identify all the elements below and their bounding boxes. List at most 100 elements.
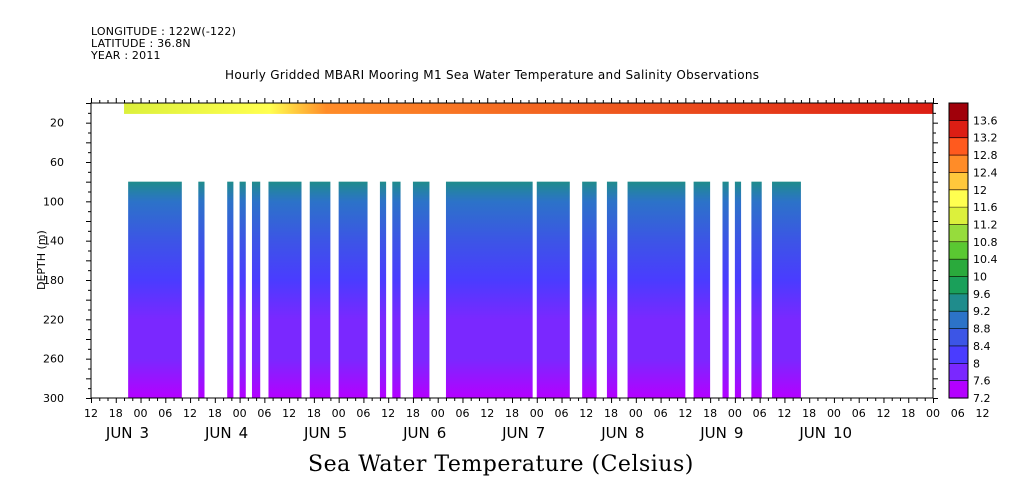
data-segment-3 <box>239 181 246 398</box>
colorbar-label: 10 <box>973 271 987 284</box>
data-segment-12 <box>536 181 570 398</box>
x-tick-label: 12 <box>480 407 494 420</box>
x-day-label: JUN <box>204 424 232 442</box>
colorbar-swatch <box>949 120 968 139</box>
data-segment-1 <box>198 181 205 398</box>
x-tick-label: 00 <box>530 407 544 420</box>
data-segment-15 <box>627 181 686 398</box>
x-day-label: JUN <box>501 424 529 442</box>
x-tick-label: 06 <box>158 407 172 420</box>
y-tick-label: 220 <box>43 313 64 326</box>
x-tick-label: 00 <box>233 407 247 420</box>
x-tick-label: 18 <box>208 407 222 420</box>
data-segment-4 <box>251 181 261 398</box>
colorbar-label: 9.2 <box>973 305 991 318</box>
colorbar-label: 11.2 <box>973 218 998 231</box>
y-axis-label: DEPTH (m) <box>35 230 48 290</box>
colorbar-swatch <box>949 137 968 156</box>
colorbar-swatch <box>949 241 968 260</box>
colorbar-swatch <box>949 189 968 208</box>
data-segment-8 <box>379 181 387 398</box>
x-tick-label: 06 <box>654 407 668 420</box>
colorbar-label: 8.8 <box>973 323 991 336</box>
colorbar-label: 10.4 <box>973 253 998 266</box>
x-day-label: JUN <box>105 424 133 442</box>
data-segment-5 <box>268 181 302 398</box>
colorbar-swatch <box>949 363 968 382</box>
colorbar-label: 12.8 <box>973 149 998 162</box>
data-segment-11 <box>445 181 533 398</box>
x-tick-label: 18 <box>406 407 420 420</box>
data-segment-6 <box>309 181 331 398</box>
x-tick-label: 06 <box>753 407 767 420</box>
x-day-label: JUN <box>798 424 826 442</box>
x-day-number: 10 <box>833 424 852 442</box>
x-tick-label: 06 <box>356 407 370 420</box>
colorbar-swatch <box>949 293 968 312</box>
x-tick-label: 00 <box>926 407 940 420</box>
data-segment-13 <box>582 181 597 398</box>
data-segment-9 <box>392 181 401 398</box>
x-day-number: 9 <box>734 424 744 442</box>
x-tick-label: 18 <box>802 407 816 420</box>
data-segment-20 <box>772 181 801 398</box>
data-segment-16 <box>693 181 711 398</box>
colorbar-swatch <box>949 207 968 226</box>
colorbar-swatch <box>949 103 968 121</box>
x-tick-label: 00 <box>431 407 445 420</box>
y-tick-label: 60 <box>50 156 64 169</box>
plot-area <box>124 103 934 398</box>
latitude-label: LATITUDE : 36.8N <box>91 37 191 50</box>
x-tick-label: 06 <box>555 407 569 420</box>
data-segment-7 <box>338 181 368 398</box>
x-day-number: 5 <box>338 424 348 442</box>
y-tick-label: 140 <box>43 235 64 248</box>
x-tick-label: 06 <box>951 407 965 420</box>
x-tick-label: 12 <box>381 407 395 420</box>
colorbar-label: 7.6 <box>973 375 991 388</box>
x-tick-label: 06 <box>455 407 469 420</box>
x-tick-label: 00 <box>728 407 742 420</box>
x-day-label: JUN <box>303 424 331 442</box>
data-segment-18 <box>734 181 742 398</box>
x-tick-label: 12 <box>876 407 890 420</box>
surface-temperature-band <box>124 103 934 114</box>
x-tick-label: 18 <box>604 407 618 420</box>
x-tick-label: 18 <box>703 407 717 420</box>
x-tick-label: 12 <box>777 407 791 420</box>
x-tick-label: 12 <box>579 407 593 420</box>
data-segment-0 <box>128 181 182 398</box>
colorbar-label: 9.6 <box>973 288 991 301</box>
y-tick-label: 300 <box>43 392 64 405</box>
x-day-number: 7 <box>536 424 546 442</box>
y-tick-label: 100 <box>43 195 64 208</box>
x-day-label: JUN <box>600 424 628 442</box>
data-segment-19 <box>751 181 762 398</box>
colorbar-label: 10.8 <box>973 236 998 249</box>
x-day-label: JUN <box>402 424 430 442</box>
data-segment-14 <box>606 181 618 398</box>
colorbar-label: 13.6 <box>973 114 998 127</box>
x-tick-label: 00 <box>827 407 841 420</box>
y-tick-label: 260 <box>43 353 64 366</box>
year-label: YEAR : 2011 <box>91 49 161 62</box>
x-day-label: JUN <box>699 424 727 442</box>
colorbar-label: 13.2 <box>973 132 998 145</box>
x-tick-label: 18 <box>505 407 519 420</box>
colorbar-swatch <box>949 345 968 364</box>
colorbar-swatch <box>949 380 968 399</box>
data-segment-2 <box>227 181 234 398</box>
colorbar-swatch <box>949 328 968 347</box>
colorbar-caption: Sea Water Temperature (Celsius) <box>308 452 694 477</box>
longitude-label: LONGITUDE : 122W(-122) <box>91 25 237 38</box>
colorbar-swatch <box>949 311 968 330</box>
colorbar-swatch <box>949 155 968 174</box>
x-tick-label: 12 <box>678 407 692 420</box>
colorbar-swatch <box>949 172 968 191</box>
colorbar-swatch <box>949 276 968 295</box>
colorbar-label: 7.2 <box>973 392 991 405</box>
y-tick-label: 20 <box>50 117 64 130</box>
x-tick-label: 12 <box>282 407 296 420</box>
axes: 12 18 00 06 12 18 00 06 12 18 00 06 12 18 00 06 12 18 00 06… <box>43 98 990 442</box>
